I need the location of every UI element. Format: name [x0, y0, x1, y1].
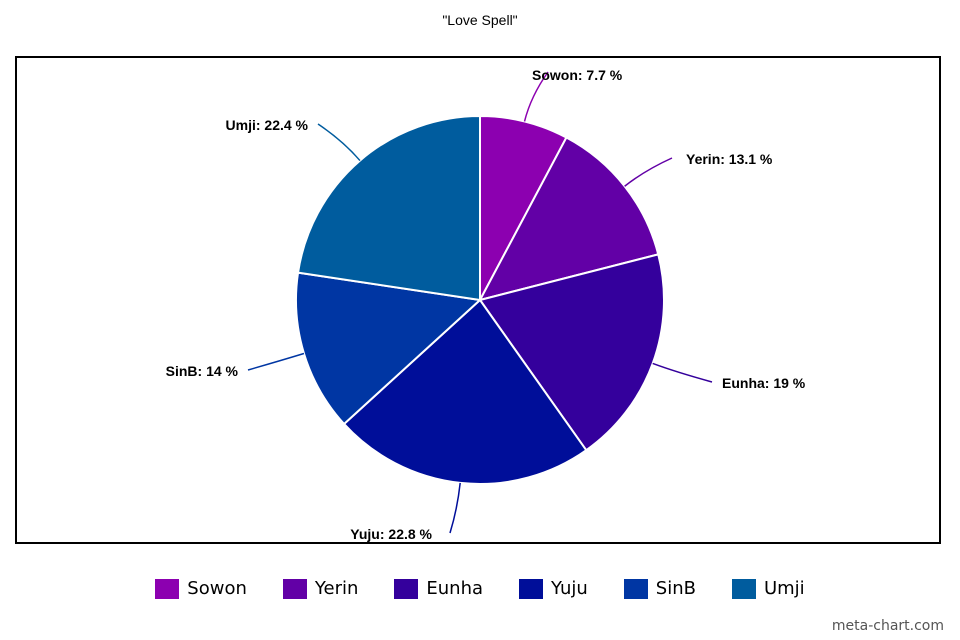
slice-label-yerin: Yerin: 13.1 % [686, 151, 773, 167]
legend-item-eunha: Eunha [394, 578, 483, 599]
pie-slice-yuju [342, 298, 588, 485]
legend: Sowon Yerin Eunha Yuju SinB Umji [0, 578, 960, 599]
legend-swatch [519, 578, 544, 599]
slice-label-sinb: SinB: 14 % [166, 363, 239, 379]
legend-swatch [731, 578, 756, 599]
legend-item-sinb: SinB [623, 578, 696, 599]
watermark: meta-chart.com [831, 618, 944, 634]
slice-label-umji: Umji: 22.4 % [226, 117, 309, 133]
legend-swatch [623, 578, 648, 599]
pie-slice-sinb [295, 271, 483, 426]
pie-slice-umji [296, 114, 481, 302]
legend-item-sowon: Sowon [155, 578, 247, 599]
legend-label: Umji [763, 578, 805, 599]
legend-item-yerin: Yerin [282, 578, 359, 599]
legend-label: SinB [655, 578, 696, 599]
leader-line-yuju [449, 482, 461, 534]
chart-title: "Love Spell" [442, 12, 518, 28]
legend-label: Yuju [551, 578, 588, 599]
leader-line-eunha [652, 362, 713, 383]
legend-label: Eunha [426, 578, 484, 599]
slice-label-sowon: Sowon: 7.7 % [532, 67, 623, 83]
legend-swatch [282, 578, 307, 599]
legend-swatch [155, 578, 180, 599]
leader-line-sowon [523, 71, 549, 122]
leader-line-yerin [624, 157, 673, 187]
legend-swatch [394, 578, 419, 599]
slice-label-yuju: Yuju: 22.8 % [350, 526, 432, 542]
leader-line-sinb [247, 352, 305, 371]
legend-item-umji: Umji [731, 578, 805, 599]
legend-label: Yerin [314, 578, 359, 599]
pie-slice-yerin [478, 136, 660, 302]
legend-item-yuju: Yuju [519, 578, 588, 599]
plot-frame [15, 56, 941, 544]
legend-label: Sowon [187, 578, 247, 599]
leader-line-umji [317, 123, 361, 162]
slice-label-eunha: Eunha: 19 % [722, 375, 806, 391]
pie-slice-eunha [478, 253, 665, 452]
